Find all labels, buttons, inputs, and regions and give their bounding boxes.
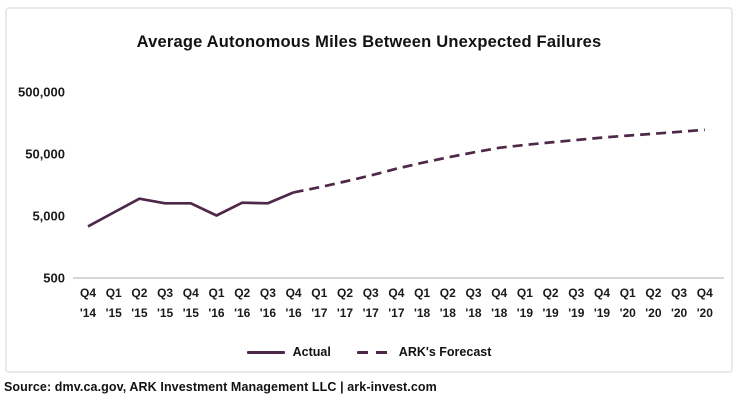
x-tick-quarter: Q3 xyxy=(363,286,379,300)
y-tick-label: 50,000 xyxy=(25,147,65,162)
legend-label-forecast: ARK's Forecast xyxy=(398,345,492,359)
x-tick-year: '18 xyxy=(440,306,457,320)
x-tick-quarter: Q1 xyxy=(311,286,327,300)
x-tick-quarter: Q3 xyxy=(465,286,481,300)
x-tick-quarter: Q4 xyxy=(183,286,199,300)
x-tick-quarter: Q3 xyxy=(568,286,584,300)
x-tick-year: '20 xyxy=(671,306,688,320)
x-tick-quarter: Q4 xyxy=(594,286,610,300)
line-chart: 500 5,000 50,000 500,000 Q4 '14 Q1 '15 Q2 '15 Q3 '1… xyxy=(18,85,724,320)
x-tick-quarter: Q2 xyxy=(440,286,456,300)
x-tick-year: '20 xyxy=(645,306,662,320)
x-tick-year: '19 xyxy=(568,306,585,320)
x-tick-year: '19 xyxy=(542,306,559,320)
x-tick-year: '19 xyxy=(594,306,611,320)
x-tick-quarter: Q2 xyxy=(543,286,559,300)
x-tick-year: '15 xyxy=(157,306,174,320)
x-tick-year: '16 xyxy=(208,306,225,320)
x-tick-year: '18 xyxy=(465,306,482,320)
x-tick-quarter: Q1 xyxy=(517,286,533,300)
x-tick-year: '17 xyxy=(388,306,405,320)
x-tick-year: '20 xyxy=(620,306,637,320)
x-tick-quarter: Q2 xyxy=(234,286,250,300)
forecast-line xyxy=(293,128,705,194)
x-tick-quarter: Q3 xyxy=(157,286,173,300)
chart-title: Average Autonomous Miles Between Unexpec… xyxy=(136,33,602,51)
x-tick-quarter: Q1 xyxy=(414,286,430,300)
x-tick-year: '19 xyxy=(517,306,534,320)
x-tick-quarter: Q1 xyxy=(106,286,122,300)
x-tick-year: '16 xyxy=(285,306,302,320)
x-tick-year: '17 xyxy=(337,306,354,320)
actual-line xyxy=(87,191,295,228)
x-tick-quarter: Q1 xyxy=(620,286,636,300)
x-tick-quarter: Q2 xyxy=(131,286,147,300)
x-tick-quarter: Q2 xyxy=(337,286,353,300)
x-tick-quarter: Q4 xyxy=(491,286,507,300)
legend-item-forecast: ARK's Forecast xyxy=(356,345,492,359)
x-tick-year: '15 xyxy=(183,306,200,320)
x-tick-year: '17 xyxy=(311,306,328,320)
x-tick-quarter: Q4 xyxy=(80,286,96,300)
x-tick-year: '20 xyxy=(697,306,714,320)
legend-label-actual: Actual xyxy=(292,345,331,359)
x-tick-year: '16 xyxy=(260,306,277,320)
x-tick-year: '15 xyxy=(106,306,123,320)
chart-panel: Average Autonomous Miles Between Unexpec… xyxy=(5,7,733,373)
x-tick-year: '18 xyxy=(414,306,431,320)
x-tick-quarter: Q1 xyxy=(208,286,224,300)
x-tick-year: '16 xyxy=(234,306,251,320)
x-tick-quarter: Q4 xyxy=(388,286,404,300)
x-tick-year: '15 xyxy=(131,306,148,320)
x-tick-year: '14 xyxy=(80,306,97,320)
chart-legend: Actual ARK's Forecast xyxy=(7,345,731,359)
y-tick-label: 500,000 xyxy=(18,85,65,100)
solid-line-swatch xyxy=(246,350,285,354)
x-tick-year: '18 xyxy=(491,306,508,320)
source-attribution: Source: dmv.ca.gov, ARK Investment Manag… xyxy=(4,380,437,394)
x-tick-quarter: Q3 xyxy=(671,286,687,300)
x-tick-year: '17 xyxy=(363,306,380,320)
x-tick-quarter: Q4 xyxy=(286,286,302,300)
x-tick-quarter: Q4 xyxy=(697,286,713,300)
x-tick-quarter: Q2 xyxy=(645,286,661,300)
dashed-line-swatch xyxy=(356,350,391,354)
x-tick-quarter: Q3 xyxy=(260,286,276,300)
y-tick-label: 500 xyxy=(43,271,65,286)
legend-item-actual: Actual xyxy=(246,345,331,359)
y-tick-label: 5,000 xyxy=(32,209,65,224)
